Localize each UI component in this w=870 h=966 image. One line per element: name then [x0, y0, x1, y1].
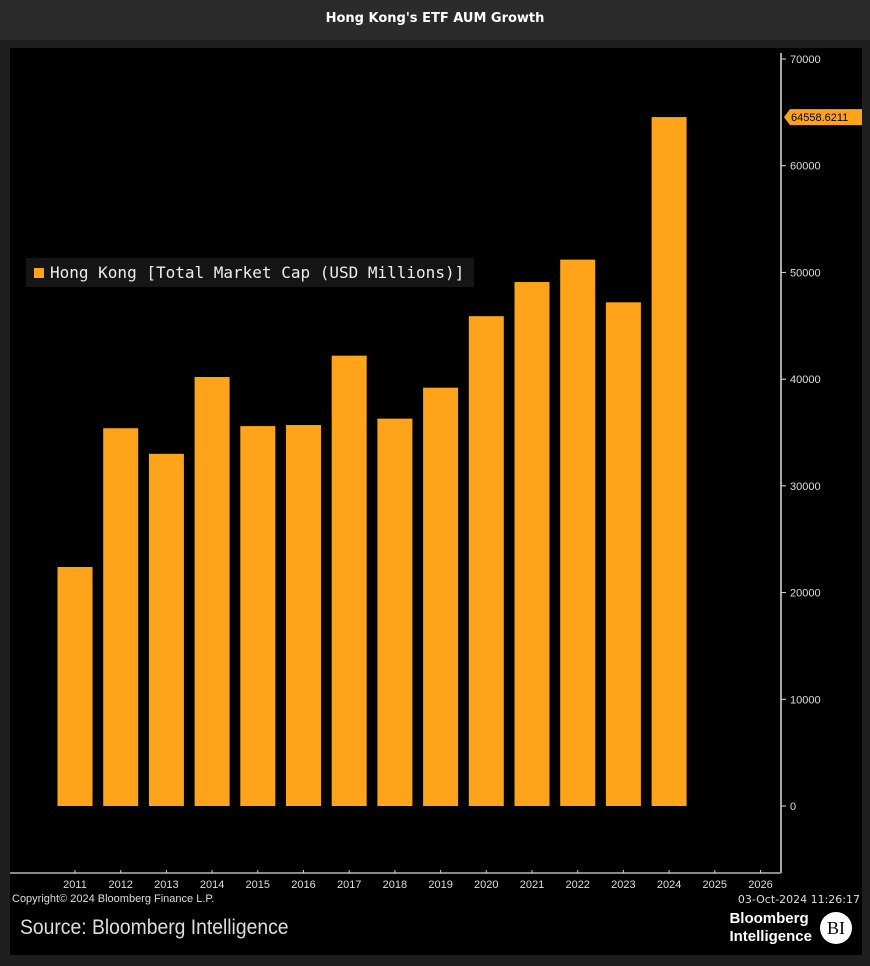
x-tick-label: 2012 — [108, 879, 132, 888]
x-tick-label: 2020 — [474, 879, 498, 888]
x-tick-label: 2016 — [291, 879, 315, 888]
y-tick-label: 0 — [790, 801, 796, 813]
bar-chart: 0 10000 20000 30000 40000 50000 60000 70000 2011… — [10, 53, 862, 888]
x-tick-label: 2021 — [520, 879, 544, 888]
y-tick-label: 70000 — [790, 54, 821, 66]
bloomberg-intelligence-logo: Bloomberg Intelligence BI — [729, 910, 852, 946]
source-note: Source: Bloomberg Intelligence — [20, 916, 289, 939]
chart-panel: 0 10000 20000 30000 40000 50000 60000 70000 2011… — [10, 48, 862, 955]
bar-2012 — [103, 428, 139, 806]
y-tick-label: 60000 — [790, 161, 821, 173]
bar-2021 — [514, 282, 550, 806]
chart-title: Hong Kong's ETF AUM Growth — [0, 0, 870, 40]
bar-2018 — [377, 418, 413, 806]
logo-text-1: Bloomberg — [729, 910, 809, 927]
bar-2022 — [560, 259, 596, 806]
x-tick-label: 2026 — [748, 879, 772, 888]
x-tick-label: 2018 — [383, 879, 407, 888]
last-value-tag — [784, 109, 862, 126]
bar-2016 — [286, 425, 321, 806]
bar-2011 — [57, 566, 93, 806]
x-tick-label: 2025 — [703, 879, 727, 888]
bar-2015 — [240, 426, 276, 806]
timestamp: 03-Oct-2024 11:26:17 — [737, 893, 860, 906]
last-value-label: 64558.6211 — [791, 112, 848, 124]
y-tick-label: 40000 — [790, 374, 821, 386]
x-tick-label: 2015 — [246, 879, 270, 888]
x-tick-label: 2011 — [63, 879, 87, 888]
bar-2017 — [331, 355, 367, 806]
legend-label: Hong Kong [Total Market Cap (USD Million… — [50, 263, 465, 282]
y-tick-label: 50000 — [790, 267, 821, 279]
bar-2014 — [194, 377, 230, 806]
y-tick-label: 20000 — [790, 588, 821, 600]
x-tick-label: 2017 — [337, 879, 361, 888]
x-tick-label: 2023 — [611, 879, 635, 888]
x-tick-label: 2014 — [200, 879, 224, 888]
x-tick-label: 2019 — [428, 879, 452, 888]
copyright: Copyright© 2024 Bloomberg Finance L.P. — [12, 893, 215, 905]
logo-badge: BI — [820, 912, 852, 944]
y-tick-label: 10000 — [790, 694, 821, 706]
bar-2019 — [423, 387, 459, 806]
y-tick-label: 30000 — [790, 481, 821, 493]
bar-2013 — [148, 453, 184, 806]
bar-2020 — [468, 316, 504, 806]
x-tick-label: 2022 — [565, 879, 589, 888]
bar-2024 — [651, 117, 687, 807]
bar-2023 — [605, 302, 641, 806]
legend: Hong Kong [Total Market Cap (USD Million… — [26, 258, 475, 287]
x-tick-label: 2013 — [154, 879, 178, 888]
legend-swatch — [34, 267, 44, 278]
logo-text-2: Intelligence — [729, 928, 812, 945]
x-tick-label: 2024 — [657, 879, 681, 888]
